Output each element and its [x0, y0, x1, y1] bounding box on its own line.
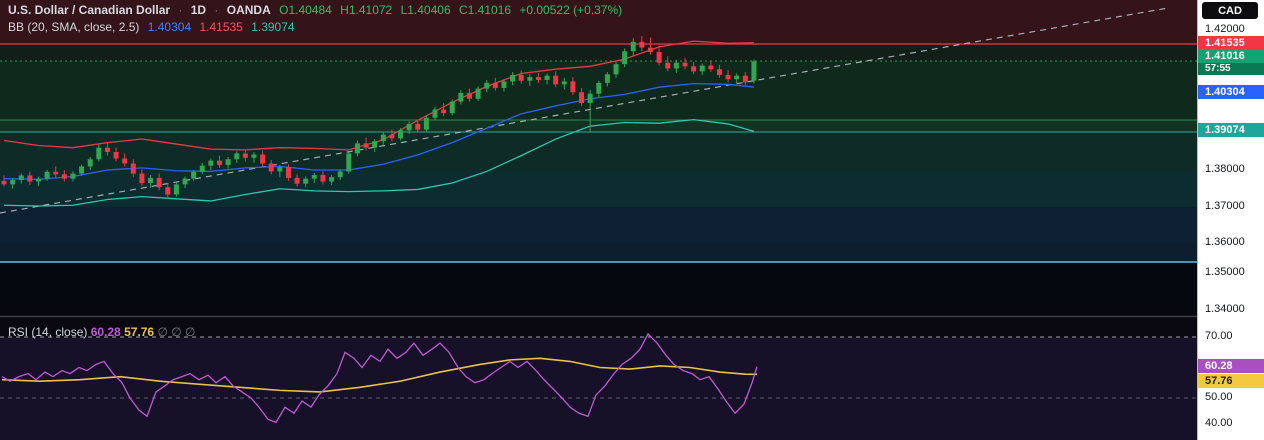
ohlc-high-value: H1.41072 — [340, 3, 393, 17]
legend-separator: · — [178, 3, 183, 17]
bb-lower-price-badge: 1.39074 — [1198, 123, 1264, 137]
rsi-ma-value-badge: 57.76 — [1198, 374, 1264, 388]
price-axis-label: 50.00 — [1205, 391, 1233, 403]
axis-currency-label[interactable]: CAD — [1202, 2, 1258, 19]
rsi-ma-value: 57.76 — [124, 325, 155, 339]
price-axis-label: 1.36000 — [1205, 236, 1245, 248]
price-axis-label: 1.35000 — [1205, 266, 1245, 278]
bb-basis-price-badge: 1.40304 — [1198, 85, 1264, 99]
exchange-label[interactable]: OANDA — [226, 3, 271, 17]
price-axis-label: 1.37000 — [1205, 200, 1245, 212]
change-value: +0.00522 (+0.37%) — [519, 3, 623, 17]
price-axis[interactable]: CAD 1.42000 1.38000 1.37000 1.36000 1.35000 1… — [1197, 0, 1264, 440]
rsi-hidden-values: ∅ ∅ ∅ — [157, 325, 196, 339]
price-axis-label: 40.00 — [1205, 417, 1233, 429]
bar-close-countdown: 57:55 — [1198, 63, 1264, 75]
interval-label[interactable]: 1D — [190, 3, 207, 17]
last-price-badge: 1.41016 57:55 — [1198, 49, 1264, 75]
rsi-indicator-label[interactable]: RSI (14, close) — [8, 325, 88, 339]
price-axis-label: 70.00 — [1205, 330, 1233, 342]
price-axis-label: 1.34000 — [1205, 303, 1245, 315]
symbol-title[interactable]: U.S. Dollar / Canadian Dollar — [8, 3, 171, 17]
price-axis-label: 1.38000 — [1205, 163, 1245, 175]
bb-upper-value: 1.41535 — [199, 20, 243, 34]
symbol-legend-row: U.S. Dollar / Canadian Dollar · 1D · OAN… — [8, 2, 627, 19]
ohlc-open-value: O1.40484 — [279, 3, 332, 17]
symbol-legend: U.S. Dollar / Canadian Dollar · 1D · OAN… — [8, 2, 627, 36]
chart-region: U.S. Dollar / Canadian Dollar · 1D · OAN… — [0, 0, 1197, 440]
bb-indicator-label[interactable]: BB (20, SMA, close, 2.5) — [8, 20, 140, 34]
ohlc-close-value: C1.41016 — [458, 3, 512, 17]
bb-upper-price-badge: 1.41535 — [1198, 36, 1264, 50]
rsi-value-badge: 60.28 — [1198, 359, 1264, 373]
bb-basis-value: 1.40304 — [147, 20, 192, 34]
bb-legend-row: BB (20, SMA, close, 2.5) 1.40304 1.41535… — [8, 19, 627, 36]
ohlc-low-value: L1.40406 — [400, 3, 451, 17]
price-axis-label: 1.42000 — [1205, 23, 1245, 35]
rsi-value: 60.28 — [90, 325, 121, 339]
price-chart-canvas[interactable] — [0, 0, 1197, 440]
bb-lower-value: 1.39074 — [251, 20, 295, 34]
rsi-legend: RSI (14, close) 60.28 57.76 ∅ ∅ ∅ — [8, 324, 195, 341]
legend-separator: · — [214, 3, 219, 17]
